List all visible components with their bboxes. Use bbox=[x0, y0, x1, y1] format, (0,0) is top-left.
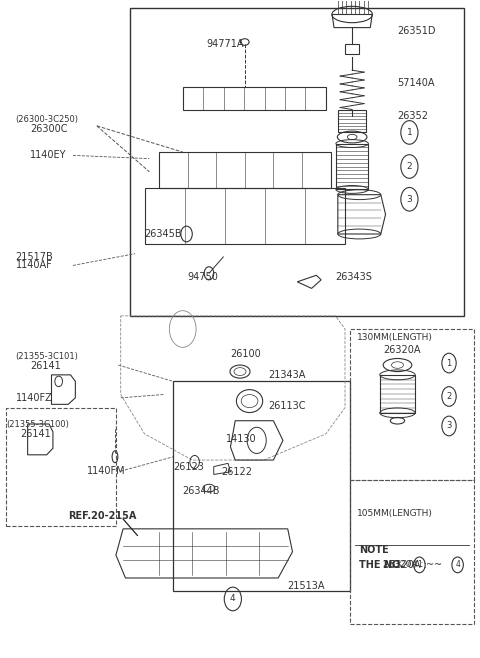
Text: 3: 3 bbox=[446, 422, 452, 430]
Text: 26141: 26141 bbox=[30, 361, 61, 370]
Text: 1: 1 bbox=[446, 359, 452, 368]
Text: (21355-3C101): (21355-3C101) bbox=[16, 352, 79, 361]
Text: 26345B: 26345B bbox=[144, 229, 182, 239]
Text: 26300C: 26300C bbox=[30, 124, 68, 134]
Text: 2: 2 bbox=[407, 162, 412, 171]
Text: 26320A :: 26320A : bbox=[383, 560, 430, 570]
Text: 1140FM: 1140FM bbox=[87, 466, 126, 476]
Text: 21517B: 21517B bbox=[16, 252, 53, 262]
Text: 26122: 26122 bbox=[221, 467, 252, 477]
Text: (21355-3C100): (21355-3C100) bbox=[6, 420, 69, 428]
Text: ~: ~ bbox=[434, 560, 443, 570]
Text: ~: ~ bbox=[426, 560, 437, 570]
Text: NOTE: NOTE bbox=[360, 545, 389, 555]
Text: 26344B: 26344B bbox=[183, 486, 220, 497]
Text: 26351D: 26351D bbox=[397, 26, 436, 36]
Text: 4: 4 bbox=[230, 594, 236, 603]
Text: 21343A: 21343A bbox=[269, 370, 306, 380]
Text: THE NO.: THE NO. bbox=[360, 560, 404, 570]
Text: 26352: 26352 bbox=[397, 111, 429, 121]
Text: 26320A: 26320A bbox=[383, 345, 420, 355]
Text: 26343S: 26343S bbox=[336, 272, 372, 282]
Text: 57140A: 57140A bbox=[397, 78, 435, 88]
Text: REF.20-215A: REF.20-215A bbox=[68, 511, 137, 520]
Text: 1: 1 bbox=[417, 561, 422, 569]
Text: 26113C: 26113C bbox=[269, 401, 306, 411]
Text: 14130: 14130 bbox=[226, 434, 256, 444]
Text: 1140FZ: 1140FZ bbox=[16, 393, 52, 403]
Text: 94771A: 94771A bbox=[206, 39, 244, 49]
Text: 21513A: 21513A bbox=[288, 581, 325, 591]
Text: 3: 3 bbox=[407, 195, 412, 204]
Text: 26100: 26100 bbox=[230, 349, 261, 359]
Text: 130MM(LENGTH): 130MM(LENGTH) bbox=[357, 333, 433, 342]
Text: 1: 1 bbox=[407, 128, 412, 137]
Text: 26141: 26141 bbox=[21, 429, 51, 439]
Text: 26320A :: 26320A : bbox=[383, 561, 426, 569]
Text: (26300-3C250): (26300-3C250) bbox=[16, 115, 79, 124]
Text: 4: 4 bbox=[455, 561, 460, 569]
Text: 2: 2 bbox=[446, 392, 452, 401]
Text: 26123: 26123 bbox=[173, 462, 204, 472]
Text: 94750: 94750 bbox=[188, 272, 218, 282]
Text: 1140EY: 1140EY bbox=[30, 151, 67, 161]
Text: 105MM(LENGTH): 105MM(LENGTH) bbox=[357, 509, 433, 519]
Text: 1140AF: 1140AF bbox=[16, 261, 52, 270]
